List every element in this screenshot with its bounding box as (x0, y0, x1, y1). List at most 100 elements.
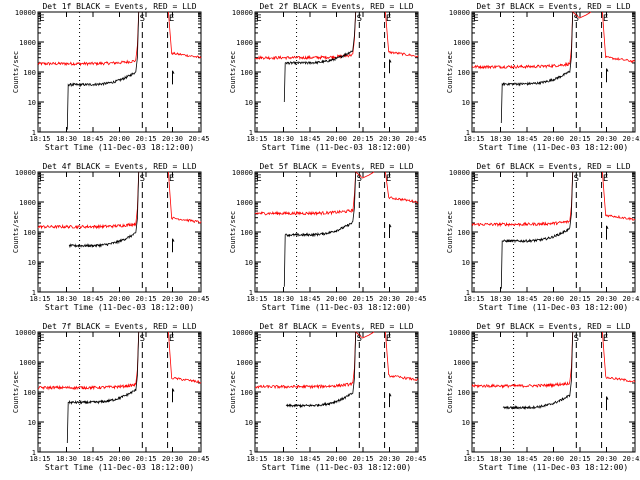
events-series-line-pre (500, 11, 574, 124)
panel-det-9: Det 9f BLACK = Events, RED = LLD 1 10 100 10… (446, 322, 640, 472)
marker-label-left: E (256, 334, 261, 344)
plot-frame (471, 11, 636, 133)
x-tick-label: 18:30 (490, 295, 511, 303)
marker-label-middle: S (574, 14, 579, 24)
x-tick-label: 18:30 (56, 135, 77, 143)
y-axis-label: Counts/sec (12, 371, 20, 413)
plot-frame (254, 331, 419, 453)
plot-frame (37, 331, 202, 453)
x-tick-label: 18:45 (516, 295, 537, 303)
x-tick-label: 20:00 (326, 455, 347, 463)
y-tick-label: 100 (23, 229, 36, 237)
x-axis-label: Start Time (11-Dec-03 18:12:00) (45, 143, 194, 152)
events-series-line-pre (66, 331, 140, 444)
y-tick-label: 10000 (232, 9, 253, 17)
lld-series-line-pre (471, 171, 574, 228)
y-axis-label: Counts/sec (446, 51, 454, 93)
panel-title: Det 3f BLACK = Events, RED = LLD (476, 2, 630, 11)
lld-series-line-post (602, 11, 636, 64)
events-series-line-post (172, 238, 175, 253)
events-series-line-post (389, 393, 392, 408)
x-tick-label: 18:30 (56, 295, 77, 303)
lld-series-line-pre (37, 331, 140, 391)
y-tick-label: 1000 (453, 39, 470, 47)
y-axis-label: Counts/sec (229, 51, 237, 93)
x-tick-label: 18:15 (463, 295, 484, 303)
plot-frame (37, 11, 202, 133)
x-tick-label: 18:15 (463, 455, 484, 463)
x-tick-label: 20:15 (352, 135, 373, 143)
panel-title: Det 9f BLACK = Events, RED = LLD (476, 322, 630, 331)
x-axis-label: Start Time (11-Dec-03 18:12:00) (479, 303, 628, 312)
x-tick-label: 20:30 (379, 455, 400, 463)
y-tick-label: 1000 (19, 199, 36, 207)
y-tick-label: 1 (249, 129, 253, 137)
y-tick-label: 10 (462, 259, 470, 267)
events-series-line-pre (502, 331, 574, 410)
marker-label-left: E (39, 334, 44, 344)
x-tick-label: 18:30 (273, 455, 294, 463)
x-tick-label: 20:00 (543, 135, 564, 143)
marker-label-right: E (169, 14, 174, 24)
lld-series-line-pre (471, 11, 592, 70)
plot-frame (254, 11, 419, 133)
x-tick-label: 20:00 (326, 295, 347, 303)
x-tick-label: 20:00 (109, 295, 130, 303)
marker-label-right: E (386, 174, 391, 184)
panel-det-2: Det 2f BLACK = Events, RED = LLD 1 10 100 10… (229, 2, 427, 152)
y-axis-label: Counts/sec (12, 51, 20, 93)
y-tick-label: 10 (28, 99, 36, 107)
panel-title: Det 8f BLACK = Events, RED = LLD (259, 322, 413, 331)
x-tick-label: 20:15 (352, 455, 373, 463)
y-axis-label: Counts/sec (12, 211, 20, 253)
events-series-line-pre (66, 11, 140, 130)
marker-label-middle: S (574, 174, 579, 184)
y-tick-label: 1000 (19, 359, 36, 367)
y-tick-label: 10 (245, 99, 253, 107)
lld-series-line-pre (254, 331, 375, 390)
x-tick-label: 20:30 (379, 135, 400, 143)
x-tick-label: 20:15 (352, 295, 373, 303)
marker-label-left: E (473, 334, 478, 344)
marker-label-left: E (39, 174, 44, 184)
marker-label-right: E (169, 334, 174, 344)
y-tick-label: 10000 (449, 169, 470, 177)
y-tick-label: 1 (466, 129, 470, 137)
y-tick-label: 10 (28, 419, 36, 427)
x-axis-label: Start Time (11-Dec-03 18:12:00) (45, 303, 194, 312)
y-tick-label: 10 (28, 259, 36, 267)
panel-det-7: Det 7f BLACK = Events, RED = LLD 1 10 100 10… (12, 322, 210, 472)
x-tick-label: 18:45 (82, 295, 103, 303)
x-tick-label: 20:45 (622, 135, 640, 143)
marker-label-right: E (386, 14, 391, 24)
lld-series-line-post (168, 171, 202, 224)
y-tick-label: 10000 (15, 169, 36, 177)
events-series-line-post (172, 388, 175, 403)
y-tick-label: 1000 (236, 359, 253, 367)
lld-series-line-pre (254, 171, 375, 217)
x-tick-label: 18:15 (246, 135, 267, 143)
marker-label-middle: S (140, 14, 145, 24)
y-tick-label: 10000 (232, 169, 253, 177)
x-tick-label: 18:45 (299, 135, 320, 143)
lld-series-line-post (602, 331, 636, 383)
events-series-line-pre (283, 11, 357, 103)
lld-series-line-post (168, 331, 202, 384)
x-tick-label: 18:15 (246, 295, 267, 303)
x-tick-label: 18:15 (246, 455, 267, 463)
x-tick-label: 18:30 (273, 295, 294, 303)
marker-label-left: E (256, 14, 261, 24)
y-tick-label: 1000 (453, 359, 470, 367)
x-axis-label: Start Time (11-Dec-03 18:12:00) (479, 143, 628, 152)
x-tick-label: 20:15 (135, 135, 156, 143)
x-tick-label: 20:15 (569, 295, 590, 303)
x-tick-label: 20:00 (326, 135, 347, 143)
x-axis-label: Start Time (11-Dec-03 18:12:00) (262, 303, 411, 312)
events-series-line-post (606, 68, 609, 83)
x-axis-label: Start Time (11-Dec-03 18:12:00) (262, 463, 411, 472)
lld-series-line-post (602, 171, 636, 221)
x-tick-label: 20:30 (379, 295, 400, 303)
y-tick-label: 10000 (449, 9, 470, 17)
y-tick-label: 10000 (232, 329, 253, 337)
lld-series-line-post (385, 331, 419, 381)
